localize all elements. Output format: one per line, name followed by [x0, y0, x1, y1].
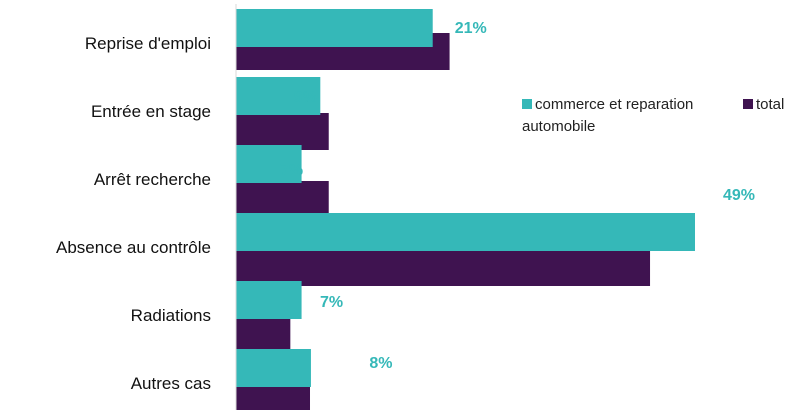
bar-total-1 [236, 113, 329, 150]
bar-commerce-5 [236, 349, 311, 387]
data-label-commerce-5: 8% [369, 355, 392, 372]
data-label-commerce-0: 21% [455, 20, 487, 37]
category-label-3: Absence au contrôle [56, 238, 211, 257]
legend-label-commerce-line1: commerce et reparation [535, 96, 693, 113]
bar-commerce-4 [236, 281, 302, 319]
legend-swatch-commerce [522, 99, 532, 109]
data-label-commerce-4: 7% [320, 294, 343, 311]
category-label-2: Arrêt recherche [94, 170, 211, 189]
data-label-commerce-3: 49% [723, 187, 755, 204]
data-label-commerce-2: 7% [280, 162, 303, 179]
legend-label-total: total [756, 96, 784, 113]
category-label-5: Autres cas [131, 374, 211, 393]
bar-commerce-0 [236, 9, 433, 47]
category-labels-group: Reprise d'emploi Entrée en stage Arrêt rec… [56, 34, 211, 393]
bar-total-5 [236, 385, 310, 410]
legend-swatch-total [743, 99, 753, 109]
bar-total-4 [236, 317, 290, 354]
bar-total-3 [236, 249, 650, 286]
legend-label-commerce-line2: automobile [522, 118, 595, 135]
category-label-4: Radiations [131, 306, 211, 325]
category-label-1: Entrée en stage [91, 102, 211, 121]
data-label-commerce-1: 9% [294, 89, 317, 106]
bars-group [236, 9, 695, 410]
bar-commerce-3 [236, 213, 695, 251]
legend: commerce et reparation automobile total [522, 96, 784, 135]
category-label-0: Reprise d'emploi [85, 34, 211, 53]
data-labels-group: 21% 9% 7% 49% 7% 8% [280, 20, 755, 372]
bar-total-2 [236, 181, 329, 218]
